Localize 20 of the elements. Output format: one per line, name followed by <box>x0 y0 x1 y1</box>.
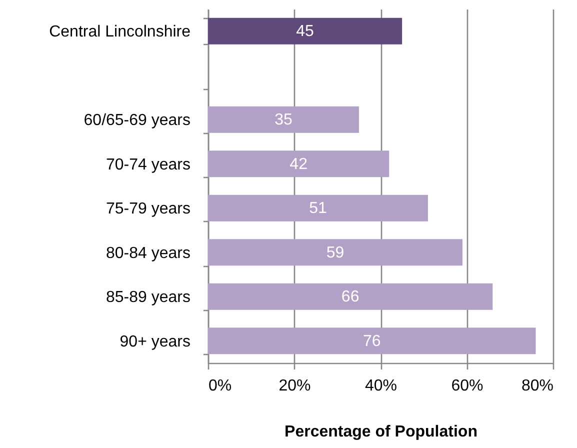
x-tick-label: 0% <box>208 378 232 394</box>
y-tick-label: 75-79 years <box>106 200 190 218</box>
x-tick-label: 40% <box>364 378 398 394</box>
y-tick-label: Central Lincolnshire <box>49 24 191 41</box>
data-label: 42 <box>290 156 308 173</box>
x-tick-label: 60% <box>451 378 484 394</box>
y-tick-label: 70-74 years <box>106 156 190 174</box>
x-tick-label: 20% <box>278 378 311 394</box>
x-axis-title: Percentage of Population <box>284 424 478 440</box>
data-label: 51 <box>309 200 327 218</box>
data-label: 35 <box>274 112 292 129</box>
x-tick-label: 80% <box>521 378 554 394</box>
data-label: 45 <box>296 23 314 40</box>
y-tick-label: 80-84 years <box>106 244 190 262</box>
data-label: 66 <box>341 288 360 306</box>
y-tick-label: 90+ years <box>120 333 190 350</box>
y-tick-label: 60/65-69 years <box>84 112 190 130</box>
data-label: 59 <box>326 244 344 262</box>
y-tick-label: 85-89 years <box>106 289 190 306</box>
data-label: 76 <box>362 332 381 350</box>
